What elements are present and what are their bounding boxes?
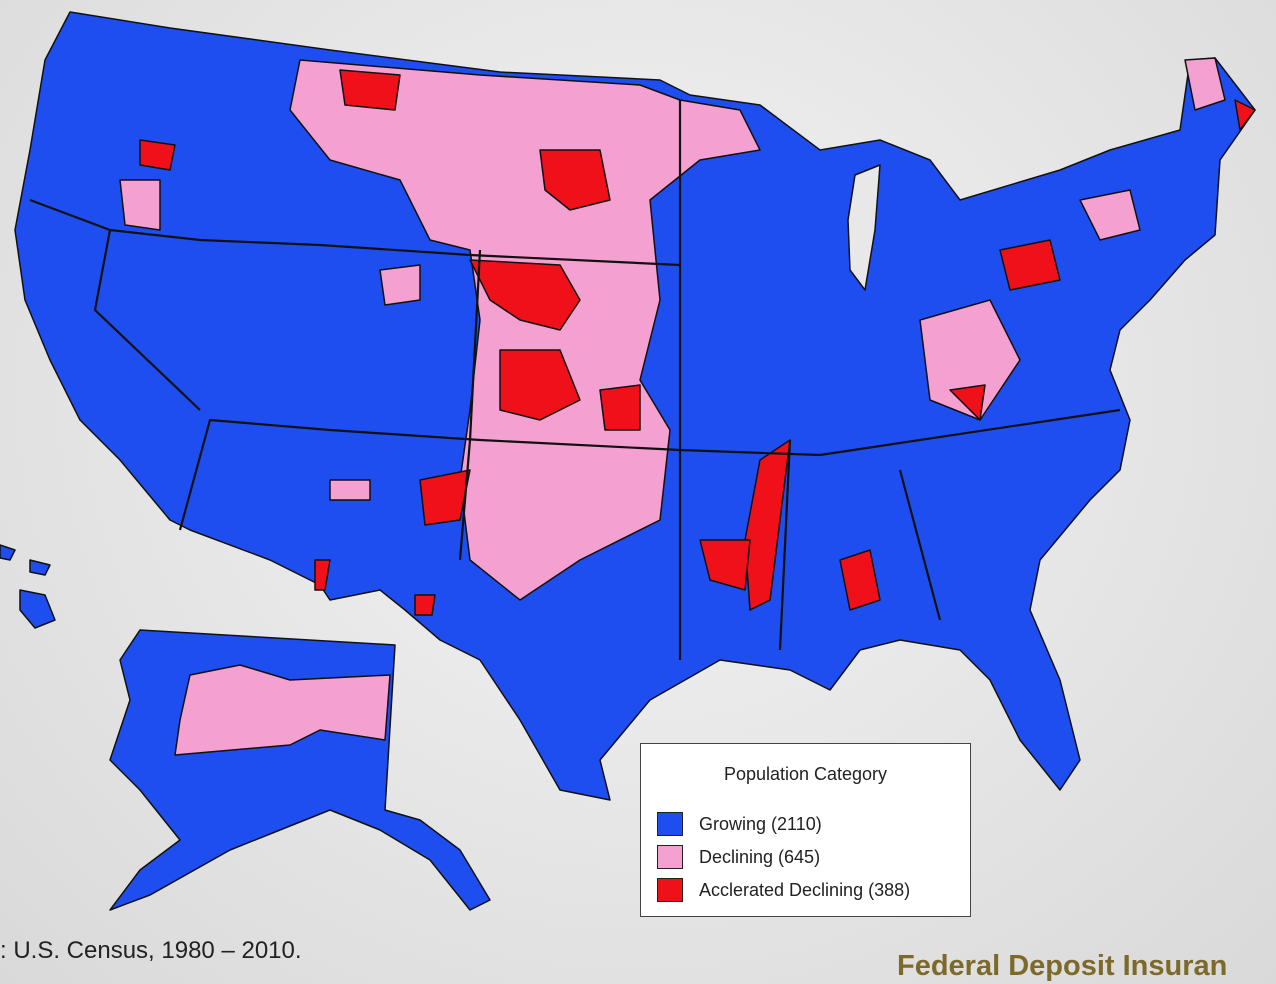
legend-item: Declining (645) <box>657 845 820 869</box>
legend-item: Acclerated Declining (388) <box>657 878 910 902</box>
legend-label: Growing (2110) <box>699 813 822 834</box>
alaska-declining <box>174 664 391 756</box>
state-borders <box>29 100 1121 660</box>
legend-label: Acclerated Declining (388) <box>699 879 911 900</box>
hawaii <box>0 544 56 629</box>
declining-regions <box>119 57 1226 601</box>
legend-title: Population Category <box>723 764 888 784</box>
legend-swatch <box>657 812 683 836</box>
alaska <box>109 629 491 911</box>
legend-swatch <box>657 878 683 902</box>
legend-label: Declining (645) <box>699 846 821 867</box>
legend: Population Category Growing (2110) Declin… <box>640 743 971 917</box>
accelerated-declining-regions <box>139 69 1256 616</box>
legend-swatch <box>657 845 683 869</box>
legend-item: Growing (2110) <box>657 812 822 836</box>
lake-michigan <box>847 164 881 291</box>
source-note: : U.S. Census, 1980 – 2010. <box>0 937 302 964</box>
brand: Federal Deposit Insuran <box>897 950 1228 982</box>
